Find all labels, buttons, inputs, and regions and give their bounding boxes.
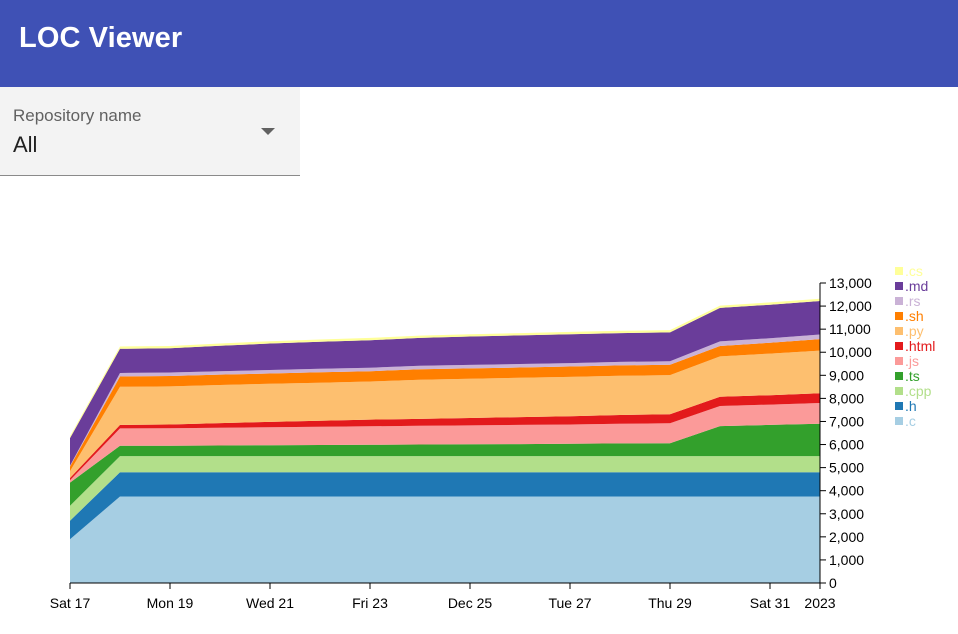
area-series-js xyxy=(70,403,820,483)
legend-swatch xyxy=(895,327,903,335)
y-tick-label: 4,000 xyxy=(829,483,864,499)
legend-swatch xyxy=(895,342,903,350)
app-bar: LOC Viewer xyxy=(0,0,958,87)
legend-label: .cpp xyxy=(905,383,932,399)
app-title: LOC Viewer xyxy=(19,22,183,54)
legend-swatch xyxy=(895,312,903,320)
area-series-h xyxy=(70,472,820,540)
y-tick-label: 11,000 xyxy=(829,321,871,337)
legend-swatch xyxy=(895,402,903,410)
legend-label: .cs xyxy=(905,263,923,279)
legend-label: .c xyxy=(905,413,916,429)
legend-swatch xyxy=(895,372,903,380)
y-tick-label: 2,000 xyxy=(829,529,864,545)
legend-label: .js xyxy=(905,353,919,369)
y-tick-label: 9,000 xyxy=(829,367,864,383)
x-tick-label: Sat 17 xyxy=(50,595,91,611)
x-tick-label: 2023 xyxy=(804,595,835,611)
y-tick-label: 1,000 xyxy=(829,552,864,568)
area-series-md xyxy=(70,301,820,466)
legend-label: .py xyxy=(905,323,924,339)
repository-select[interactable]: Repository name All xyxy=(0,87,300,176)
repository-select-label: Repository name xyxy=(13,106,142,125)
area-series-ts xyxy=(70,423,820,506)
area-series-py xyxy=(70,350,820,478)
area-layers xyxy=(70,298,820,583)
legend-label: .h xyxy=(905,398,917,414)
x-tick-label: Tue 27 xyxy=(548,595,591,611)
y-tick-label: 8,000 xyxy=(829,390,864,406)
dropdown-arrow-icon[interactable] xyxy=(261,128,275,135)
x-tick-label: Thu 29 xyxy=(648,595,692,611)
legend-swatch xyxy=(895,297,903,305)
legend-swatch xyxy=(895,357,903,365)
legend-swatch xyxy=(895,387,903,395)
y-tick-label: 7,000 xyxy=(829,413,864,429)
x-tick-label: Fri 23 xyxy=(352,595,388,611)
x-tick-label: Dec 25 xyxy=(448,595,493,611)
legend-swatch xyxy=(895,282,903,290)
repository-select-value: All xyxy=(13,132,38,157)
y-tick-label: 13,000 xyxy=(829,275,872,291)
y-tick-label: 10,000 xyxy=(829,344,872,360)
legend-swatch xyxy=(895,417,903,425)
x-tick-label: Mon 19 xyxy=(147,595,194,611)
area-series-c xyxy=(70,496,820,583)
legend-label: .ts xyxy=(905,368,920,384)
legend-swatch xyxy=(895,267,903,275)
x-tick-label: Sat 31 xyxy=(750,595,791,611)
y-tick-label: 5,000 xyxy=(829,460,864,476)
legend-label: .sh xyxy=(905,308,924,324)
area-series-cpp xyxy=(70,456,820,521)
y-tick-label: 3,000 xyxy=(829,506,864,522)
legend-label: .html xyxy=(905,338,935,354)
legend-label: .rs xyxy=(905,293,921,309)
x-tick-label: Wed 21 xyxy=(246,595,294,611)
y-tick-label: 0 xyxy=(829,575,837,591)
y-tick-label: 12,000 xyxy=(829,298,872,314)
area-series-sh xyxy=(70,339,820,472)
legend-label: .md xyxy=(905,278,928,294)
y-tick-label: 6,000 xyxy=(829,437,864,453)
area-series-html xyxy=(70,393,820,481)
